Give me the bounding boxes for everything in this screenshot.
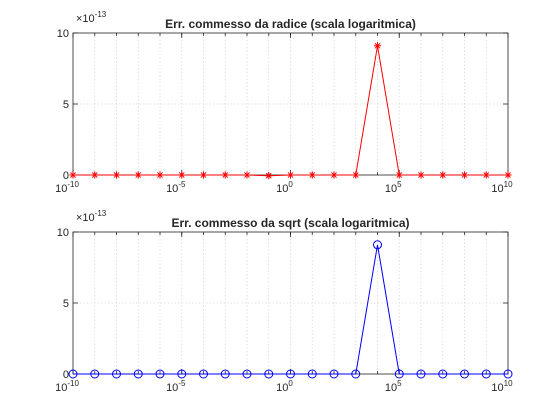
data-point bbox=[416, 369, 426, 379]
data-point bbox=[394, 369, 404, 379]
data-point bbox=[307, 369, 317, 379]
data-point bbox=[68, 369, 78, 379]
data-point bbox=[482, 171, 490, 179]
data-point bbox=[286, 369, 295, 379]
x-tick-label: 105 bbox=[385, 180, 402, 195]
data-point bbox=[395, 171, 403, 179]
subplot-bottom: 10-10 10-5 100 105 1010 0 5 10 ×10-13 Err. commes… bbox=[55, 209, 513, 394]
x-tick-label: 1010 bbox=[491, 180, 513, 195]
y-tick-label: 5 bbox=[63, 298, 69, 310]
data-point bbox=[481, 369, 491, 379]
x-tick-label: 1010 bbox=[491, 379, 513, 394]
y-tick-label: 10 bbox=[57, 28, 69, 40]
y-tick-label: 10 bbox=[57, 227, 69, 239]
data-point bbox=[439, 171, 447, 179]
chart-title: Err. commesso da radice (scala logaritmi… bbox=[165, 17, 416, 31]
data-point bbox=[438, 369, 448, 379]
data-point bbox=[460, 369, 469, 379]
x-tick-label: 10-10 bbox=[55, 180, 79, 195]
data-point bbox=[112, 171, 121, 179]
data-point bbox=[199, 171, 208, 179]
y-tick-label: 0 bbox=[63, 170, 69, 182]
data-point bbox=[155, 369, 165, 379]
data-point bbox=[504, 171, 512, 179]
data-point bbox=[330, 171, 338, 179]
data-point bbox=[178, 171, 186, 179]
data-point bbox=[69, 171, 77, 179]
data-point bbox=[373, 42, 382, 50]
data-point bbox=[265, 172, 273, 180]
data-point bbox=[177, 369, 187, 379]
x-tick-label: 100 bbox=[276, 379, 293, 394]
x-tick-label: 10-10 bbox=[55, 379, 79, 394]
data-point bbox=[286, 171, 295, 179]
subplot-top: 10-10 10-5 100 105 1010 0 5 10 ×10-13 Err. commes… bbox=[55, 10, 513, 195]
data-point bbox=[417, 171, 425, 179]
chart-title: Err. commesso da sqrt (scala logaritmica… bbox=[171, 216, 409, 230]
data-point bbox=[220, 369, 230, 379]
data-point bbox=[373, 240, 382, 250]
x-tick-label: 100 bbox=[276, 180, 293, 195]
y-tick-label: 5 bbox=[63, 99, 69, 111]
x-tick-label: 10-5 bbox=[166, 379, 186, 394]
data-point bbox=[90, 369, 100, 379]
y-exponent-label: ×10-13 bbox=[76, 10, 107, 25]
data-point bbox=[133, 369, 143, 379]
series-line bbox=[73, 244, 508, 375]
data-point bbox=[308, 171, 316, 179]
data-point bbox=[199, 369, 208, 379]
data-point bbox=[243, 171, 251, 179]
data-point bbox=[156, 171, 164, 179]
data-point bbox=[329, 369, 339, 379]
data-point bbox=[242, 369, 252, 379]
data-point bbox=[221, 171, 229, 179]
y-exponent-label: ×10-13 bbox=[76, 209, 107, 224]
data-point bbox=[112, 369, 121, 379]
data-point bbox=[460, 171, 469, 179]
y-tick-label: 0 bbox=[63, 369, 69, 381]
x-tick-label: 10-5 bbox=[166, 180, 186, 195]
data-point bbox=[91, 171, 99, 179]
x-tick-label: 105 bbox=[385, 379, 402, 394]
data-point bbox=[352, 171, 360, 179]
data-point bbox=[264, 369, 274, 379]
data-point bbox=[351, 369, 361, 379]
data-point bbox=[503, 369, 513, 379]
data-point bbox=[134, 171, 142, 179]
